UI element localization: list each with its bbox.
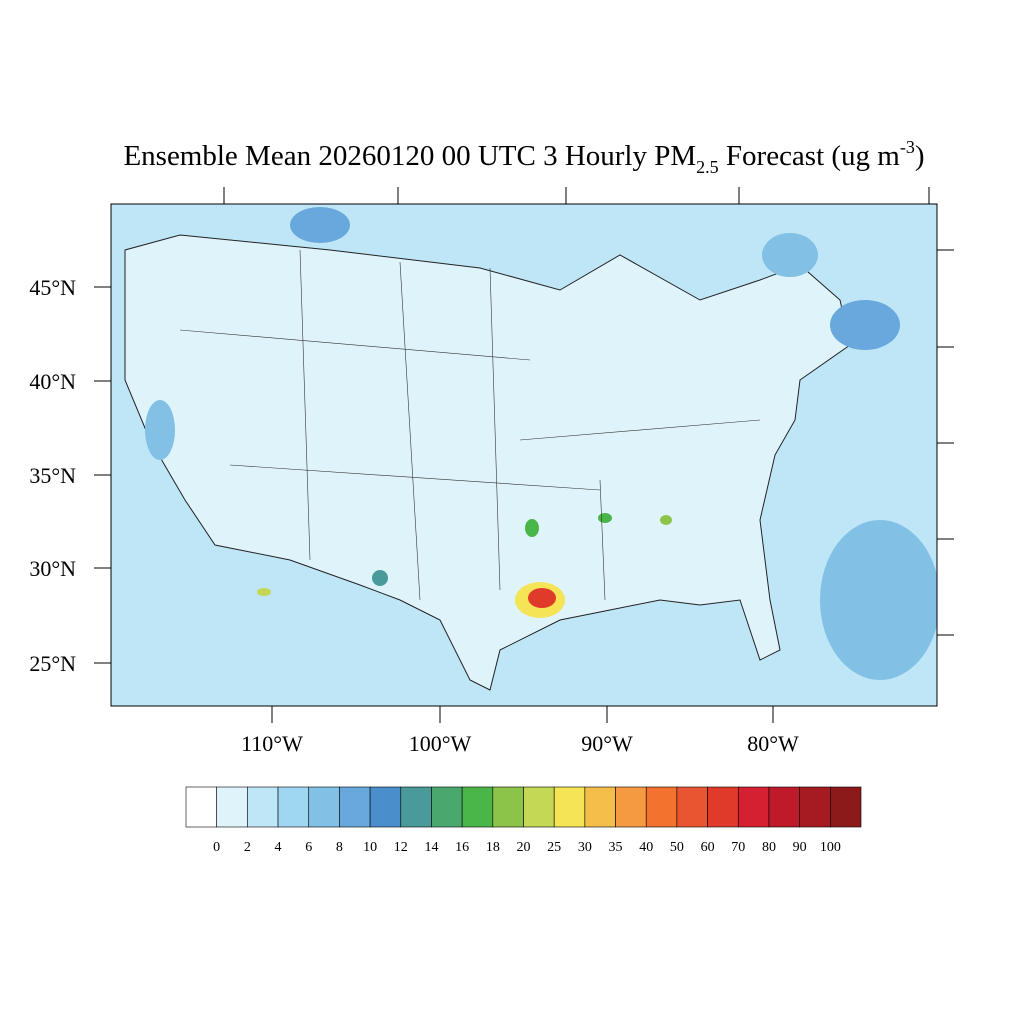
colorbar-box [309, 787, 340, 827]
colorbar-label: 6 [305, 840, 312, 855]
colorbar-box [769, 787, 800, 827]
title-main: Ensemble Mean 20260120 00 UTC 3 Hourly P… [123, 140, 696, 172]
colorbar-box [738, 787, 769, 827]
colorbar-label: 70 [731, 840, 745, 855]
colorbar-label: 2 [244, 840, 251, 855]
colorbar-label: 40 [639, 840, 653, 855]
lon-labels: 110°W 100°W 90°W 80°W [241, 731, 799, 756]
colorbar-box [524, 787, 555, 827]
title-sup: -3 [900, 137, 915, 157]
colorbar-box [830, 787, 861, 827]
map [111, 204, 940, 706]
colorbar-label: 0 [213, 840, 220, 855]
lat-label: 35°N [29, 463, 76, 488]
colorbar-box [370, 787, 401, 827]
lat-label: 40°N [29, 369, 76, 394]
lat-label: 25°N [29, 651, 76, 676]
colorbar-box [401, 787, 432, 827]
colorbar: 0 2 4 6 8 10 12 14 16 18 20 25 30 35 40 50 60 70 80 90 100 [186, 787, 861, 855]
colorbar-box [616, 787, 647, 827]
colorbar-label: 12 [394, 840, 408, 855]
colorbar-label: 60 [701, 840, 715, 855]
lon-label: 90°W [581, 731, 633, 756]
colorbar-box [800, 787, 831, 827]
colorbar-box [646, 787, 677, 827]
colorbar-box [278, 787, 309, 827]
colorbar-box [554, 787, 585, 827]
colorbar-box [708, 787, 739, 827]
page: Ensemble Mean 20260120 00 UTC 3 Hourly P… [0, 0, 1024, 1024]
colorbar-label: 50 [670, 840, 684, 855]
title-sub: 2.5 [696, 157, 719, 177]
colorbar-box [462, 787, 493, 827]
colorbar-label: 80 [762, 840, 776, 855]
title-end: ) [915, 140, 925, 172]
colorbar-label: 100 [820, 840, 841, 855]
colorbar-box [339, 787, 370, 827]
colorbar-label: 90 [793, 840, 807, 855]
colorbar-box [217, 787, 248, 827]
lat-labels: 45°N 40°N 35°N 30°N 25°N [29, 275, 76, 676]
colorbar-label: 8 [336, 840, 343, 855]
lon-label: 80°W [747, 731, 799, 756]
colorbar-box [431, 787, 462, 827]
colorbar-label: 16 [455, 840, 469, 855]
colorbar-label: 25 [547, 840, 561, 855]
colorbar-label: 10 [363, 840, 377, 855]
colorbar-label: 20 [517, 840, 531, 855]
lon-label: 110°W [241, 731, 303, 756]
colorbar-box [186, 787, 217, 827]
colorbar-box [493, 787, 524, 827]
colorbar-box [677, 787, 708, 827]
lon-label: 100°W [409, 731, 472, 756]
colorbar-label: 4 [275, 840, 282, 855]
colorbar-label: 35 [609, 840, 623, 855]
colorbar-label: 14 [424, 840, 438, 855]
colorbar-label: 30 [578, 840, 592, 855]
lat-label: 45°N [29, 275, 76, 300]
title-mid: Forecast (ug m [719, 140, 901, 172]
colorbar-box [585, 787, 616, 827]
colorbar-label: 18 [486, 840, 500, 855]
title: Ensemble Mean 20260120 00 UTC 3 Hourly P… [123, 137, 924, 177]
colorbar-box [247, 787, 278, 827]
lat-label: 30°N [29, 556, 76, 581]
